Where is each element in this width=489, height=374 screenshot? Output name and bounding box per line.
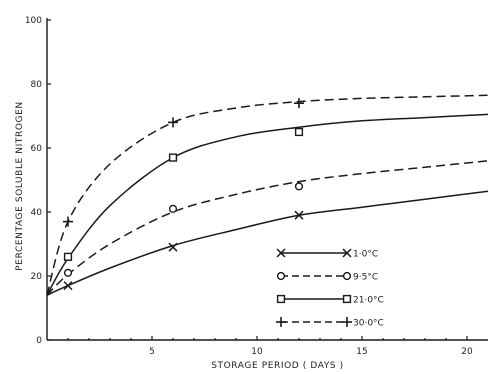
series-circle (46, 160, 489, 296)
series-plus (46, 94, 489, 296)
x-tick-label: 20 (461, 347, 473, 357)
legend-entry: 1·0°C (276, 248, 378, 260)
series-line (46, 94, 489, 296)
legend-label: 21·0°C (353, 296, 384, 306)
data-point-square (63, 252, 73, 261)
data-point-circle (294, 182, 304, 191)
y-axis-title: PERCENTAGE SOLUBLE NITROGEN (15, 101, 25, 270)
y-tick-label: 100 (25, 16, 42, 26)
legend-entry: 30·0°C (276, 317, 384, 329)
x-axis-title: STORAGE PERIOD ( DAYS ) (211, 361, 344, 371)
legend-entry: 21·0°C (276, 294, 384, 306)
series-line (46, 160, 489, 296)
y-tick-label: 80 (31, 80, 43, 90)
x-tick-label: 10 (251, 347, 263, 357)
y-tick-label: 40 (31, 208, 43, 218)
legend-label: 30·0°C (353, 319, 384, 329)
legend-marker-square (276, 294, 286, 304)
x-tick-label: 15 (356, 347, 367, 357)
data-point-square (168, 153, 178, 162)
legend-marker-x (342, 248, 352, 258)
axes: 0 20 40 60 80 100 5 10 15 20 (25, 16, 488, 357)
data-point-square (294, 127, 304, 137)
legend-label: 1·0°C (353, 250, 378, 260)
data-point-plus (294, 98, 304, 109)
legend-marker-x (276, 248, 286, 258)
series-x (46, 190, 489, 296)
series-square (46, 113, 489, 296)
series-line (46, 190, 489, 296)
data-point-circle (63, 268, 73, 277)
series-line (46, 113, 489, 296)
y-tick-label: 0 (36, 336, 42, 346)
legend-marker-circle (342, 271, 352, 281)
legend-marker-square (342, 294, 352, 304)
legend-marker-plus (342, 317, 352, 327)
plot-area (46, 94, 489, 296)
legend-marker-plus (276, 317, 286, 327)
data-point-x (294, 210, 304, 220)
data-point-x (168, 242, 178, 252)
y-tick-label: 60 (31, 144, 43, 154)
legend: 1·0°C 9·5°C 21·0°C 30·0°C (276, 248, 384, 329)
x-tick-label: 5 (149, 347, 155, 357)
data-point-circle (168, 204, 178, 213)
data-point-x (63, 281, 73, 291)
legend-marker-circle (276, 271, 286, 281)
legend-label: 9·5°C (353, 273, 378, 283)
data-point-plus (168, 117, 178, 128)
legend-entry: 9·5°C (276, 271, 378, 283)
y-tick-label: 20 (31, 272, 43, 282)
data-point-plus (63, 216, 73, 227)
